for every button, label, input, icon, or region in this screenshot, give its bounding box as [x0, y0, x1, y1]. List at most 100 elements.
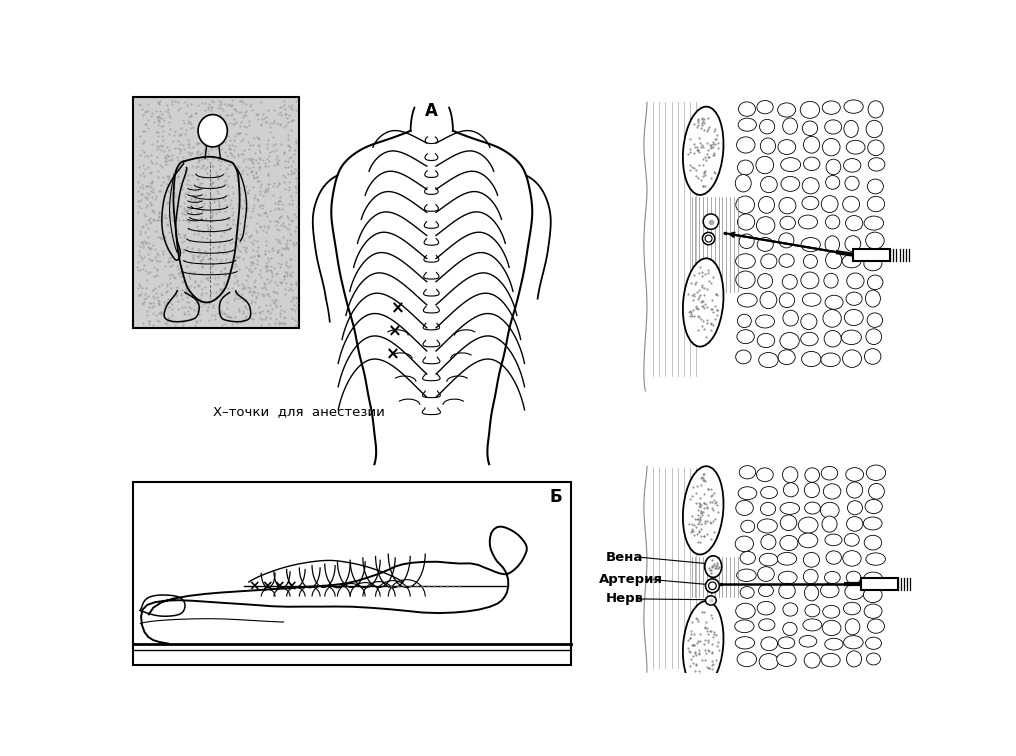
Point [211, 283, 228, 295]
Ellipse shape [805, 652, 820, 668]
Point [224, 282, 240, 294]
Point [215, 191, 232, 203]
Ellipse shape [825, 572, 840, 584]
Point [217, 155, 234, 167]
Point [251, 163, 267, 175]
Point [194, 231, 210, 243]
Point [137, 150, 153, 162]
Point [172, 228, 188, 240]
Point [261, 150, 277, 162]
Ellipse shape [826, 215, 840, 229]
Point [208, 170, 225, 182]
Point [224, 318, 240, 330]
Point [199, 225, 215, 237]
Point [284, 284, 301, 296]
Point [151, 315, 168, 327]
Point [180, 174, 196, 186]
Point [245, 169, 261, 181]
Point [203, 221, 219, 233]
Point [181, 216, 197, 228]
Point [272, 107, 289, 119]
Point [188, 166, 204, 178]
Point [189, 278, 205, 290]
Point [258, 305, 274, 317]
Point [166, 135, 182, 147]
Point [158, 318, 175, 330]
Point [270, 158, 287, 170]
Point [224, 209, 240, 221]
Ellipse shape [759, 197, 774, 213]
Point [203, 309, 219, 321]
Point [131, 245, 147, 257]
Point [279, 222, 296, 234]
Ellipse shape [843, 603, 861, 615]
Point [204, 302, 220, 314]
Point [204, 258, 220, 270]
Ellipse shape [759, 584, 773, 596]
Point [162, 256, 178, 268]
Ellipse shape [864, 216, 884, 230]
Point [276, 311, 293, 323]
Ellipse shape [824, 273, 838, 288]
Point [231, 233, 247, 245]
Point [194, 260, 210, 272]
Point [280, 144, 297, 156]
Ellipse shape [866, 120, 883, 138]
Point [149, 231, 166, 243]
Ellipse shape [760, 119, 774, 134]
Point [219, 180, 236, 192]
Point [278, 241, 295, 253]
Point [169, 228, 185, 240]
Point [130, 265, 146, 277]
Point [242, 139, 258, 151]
Point [163, 282, 179, 294]
Point [257, 248, 273, 260]
Point [196, 134, 212, 146]
Point [218, 274, 235, 287]
Ellipse shape [736, 637, 755, 649]
Point [252, 220, 268, 232]
Point [223, 198, 239, 210]
Point [138, 105, 154, 117]
Point [135, 263, 151, 275]
Point [180, 204, 196, 216]
Point [162, 226, 178, 238]
Point [155, 296, 172, 308]
Point [266, 296, 282, 308]
Point [138, 193, 154, 205]
Point [170, 295, 186, 307]
Point [212, 152, 229, 164]
Ellipse shape [864, 256, 882, 271]
Point [170, 259, 186, 271]
Point [164, 206, 180, 218]
Point [216, 318, 233, 330]
Point [288, 211, 304, 223]
Point [281, 152, 298, 164]
Point [199, 272, 215, 284]
Point [150, 249, 167, 262]
Point [215, 132, 232, 144]
Point [260, 182, 276, 194]
Point [243, 228, 259, 240]
Point [131, 264, 147, 276]
Point [135, 293, 151, 305]
Point [192, 247, 208, 259]
Point [225, 206, 241, 218]
Point [166, 129, 182, 141]
Ellipse shape [761, 487, 777, 498]
Point [199, 304, 215, 316]
Point [211, 245, 228, 257]
Point [217, 246, 234, 259]
Point [271, 178, 288, 190]
Point [176, 117, 192, 129]
Point [287, 305, 303, 318]
Point [261, 146, 277, 158]
Point [257, 160, 273, 172]
Point [261, 318, 277, 330]
Point [164, 153, 180, 166]
Point [187, 107, 203, 119]
Point [205, 96, 221, 108]
Point [211, 119, 228, 131]
Point [133, 251, 149, 263]
Ellipse shape [804, 157, 820, 171]
